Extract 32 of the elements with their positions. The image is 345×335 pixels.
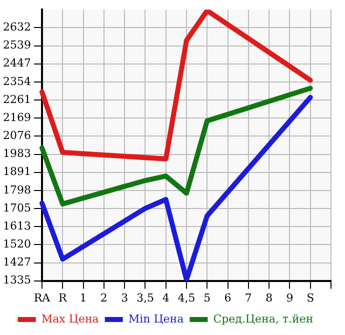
- y-tick-label: 1891: [2, 165, 31, 178]
- y-tick-label: 2261: [2, 92, 31, 106]
- y-tick-label: 2169: [2, 110, 31, 124]
- x-tick-label: 5: [204, 291, 211, 304]
- y-tick-label: 2539: [2, 38, 31, 52]
- legend-label: Max Цена: [41, 312, 100, 326]
- x-tick-label: S: [306, 291, 314, 304]
- y-tick-label: 2447: [2, 56, 31, 70]
- legend-label: Min Цена: [128, 312, 184, 326]
- y-tick-label: 2632: [2, 20, 31, 34]
- x-tick-label: 3,5: [136, 291, 154, 304]
- y-tick-label: 2354: [2, 74, 31, 88]
- y-tick-label: 1335: [2, 274, 31, 287]
- x-tick-label: 6: [224, 291, 232, 304]
- x-tick-label: 8: [266, 291, 273, 304]
- y-tick-label: 1983: [2, 147, 31, 160]
- y-tick-label: 1520: [2, 238, 31, 251]
- y-tick-label: 1705: [2, 201, 31, 214]
- x-tick-label: 7: [244, 291, 252, 304]
- y-tick-label: 1427: [2, 256, 31, 269]
- y-tick-label: 2076: [2, 129, 31, 142]
- x-tick-label: 4: [162, 291, 170, 304]
- x-tick-label: 4,5: [178, 291, 196, 304]
- x-tick-label: 2: [100, 291, 108, 304]
- legend-label: Сред.Цена, т.йен: [213, 312, 314, 326]
- x-tick-label: 1: [80, 291, 87, 304]
- y-tick-label: 1613: [2, 219, 31, 232]
- x-tick-label: R: [58, 291, 68, 304]
- x-tick-label: 3: [121, 291, 128, 304]
- x-tick-label: RA: [34, 291, 52, 304]
- y-tick-label: 1798: [2, 183, 31, 196]
- x-tick-label: 9: [286, 291, 294, 304]
